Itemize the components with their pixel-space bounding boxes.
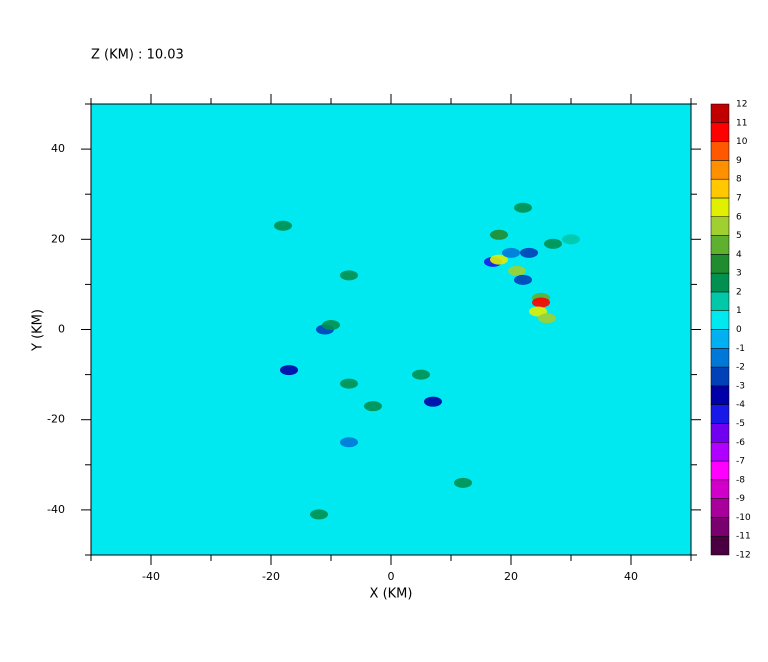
colorbar-label: -2 — [736, 363, 745, 373]
y-tick-label: -20 — [47, 413, 65, 426]
field-feature — [340, 437, 358, 448]
colorbar-swatch — [710, 103, 730, 124]
field-feature — [322, 319, 340, 330]
colorbar-label: -9 — [736, 494, 745, 504]
colorbar-label: -8 — [736, 475, 745, 485]
x-tick-label: 40 — [624, 570, 638, 583]
colorbar-swatch — [710, 348, 730, 368]
colorbar-swatch — [710, 423, 730, 443]
colorbar-label: 2 — [736, 287, 742, 297]
colorbar-label: 12 — [736, 100, 747, 110]
colorbar-swatch — [710, 479, 730, 499]
field-feature — [274, 220, 292, 231]
y-tick-label: 40 — [51, 142, 65, 155]
colorbar-label: 9 — [736, 156, 742, 166]
colorbar-swatch — [710, 141, 730, 161]
colorbar-label: 5 — [736, 231, 742, 241]
colorbar-swatch — [710, 404, 730, 424]
field-feature — [532, 297, 550, 308]
field-feature — [424, 396, 442, 407]
x-tick-label: 20 — [504, 570, 518, 583]
x-tick-label: -40 — [142, 570, 160, 583]
field-feature — [490, 254, 508, 265]
colorbar-label: -11 — [736, 532, 751, 542]
colorbar-swatch — [710, 366, 730, 387]
colorbar-swatch — [710, 272, 730, 293]
y-axis-label: Y (KM) — [31, 309, 46, 352]
colorbar-label: -7 — [736, 457, 745, 467]
colorbar-swatch — [710, 498, 730, 518]
colorbar-label: -10 — [736, 513, 751, 523]
colorbar-label: 7 — [736, 193, 742, 203]
plot-background — [91, 104, 691, 555]
colorbar-swatch — [710, 535, 730, 556]
colorbar-label: -5 — [736, 419, 745, 429]
colorbar-swatch — [710, 385, 730, 405]
field-feature — [562, 234, 580, 245]
colorbar-label: 8 — [736, 175, 742, 185]
x-axis-label: X (KM) — [370, 587, 413, 602]
field-feature — [412, 369, 430, 380]
field-feature — [340, 270, 358, 281]
x-tick-label: -20 — [262, 570, 280, 583]
colorbar-swatch — [710, 517, 730, 537]
chart-title: Z (KM) : 10.03 — [91, 48, 184, 63]
field-feature — [340, 378, 358, 389]
colorbar-swatch — [710, 197, 730, 217]
y-tick-label: -40 — [47, 503, 65, 516]
field-feature — [280, 365, 298, 376]
y-tick-label: 0 — [58, 323, 65, 336]
field-feature — [544, 238, 562, 249]
colorbar-label: -4 — [736, 400, 745, 410]
colorbar-label: -6 — [736, 438, 745, 448]
colorbar-label: 10 — [736, 137, 748, 147]
colorbar-label: 1 — [736, 306, 742, 316]
colorbar-swatch — [710, 329, 730, 349]
colorbar-label: 11 — [736, 118, 747, 128]
colorbar-label: 0 — [736, 325, 742, 335]
colorbar-swatch — [710, 216, 730, 236]
colorbar-label: 6 — [736, 212, 742, 222]
field-feature — [514, 274, 532, 285]
colorbar-swatch — [710, 235, 730, 255]
y-tick-label: 20 — [51, 232, 65, 245]
colorbar-label: -1 — [736, 344, 745, 354]
x-tick-label: 0 — [388, 570, 395, 583]
colorbar-label: 3 — [736, 269, 742, 279]
colorbar-swatch — [710, 160, 730, 180]
colorbar-swatch — [710, 178, 730, 199]
colorbar-swatch — [710, 291, 730, 311]
colorbar-swatch — [710, 254, 730, 274]
field-feature — [364, 401, 382, 412]
field-feature — [514, 202, 532, 213]
colorbar-label: -3 — [736, 381, 745, 391]
field-feature — [508, 265, 526, 276]
colorbar-swatch — [710, 460, 730, 481]
field-feature — [502, 247, 520, 258]
field-feature — [520, 247, 538, 258]
colorbar-label: 4 — [736, 250, 742, 260]
field-feature — [454, 477, 472, 488]
colorbar-label: -12 — [736, 551, 751, 561]
field-feature — [310, 509, 328, 520]
colorbar-swatch — [710, 122, 730, 142]
field-feature — [490, 229, 508, 240]
colorbar-swatch — [710, 310, 730, 330]
field-feature — [538, 313, 556, 324]
colorbar-swatch — [710, 442, 730, 462]
